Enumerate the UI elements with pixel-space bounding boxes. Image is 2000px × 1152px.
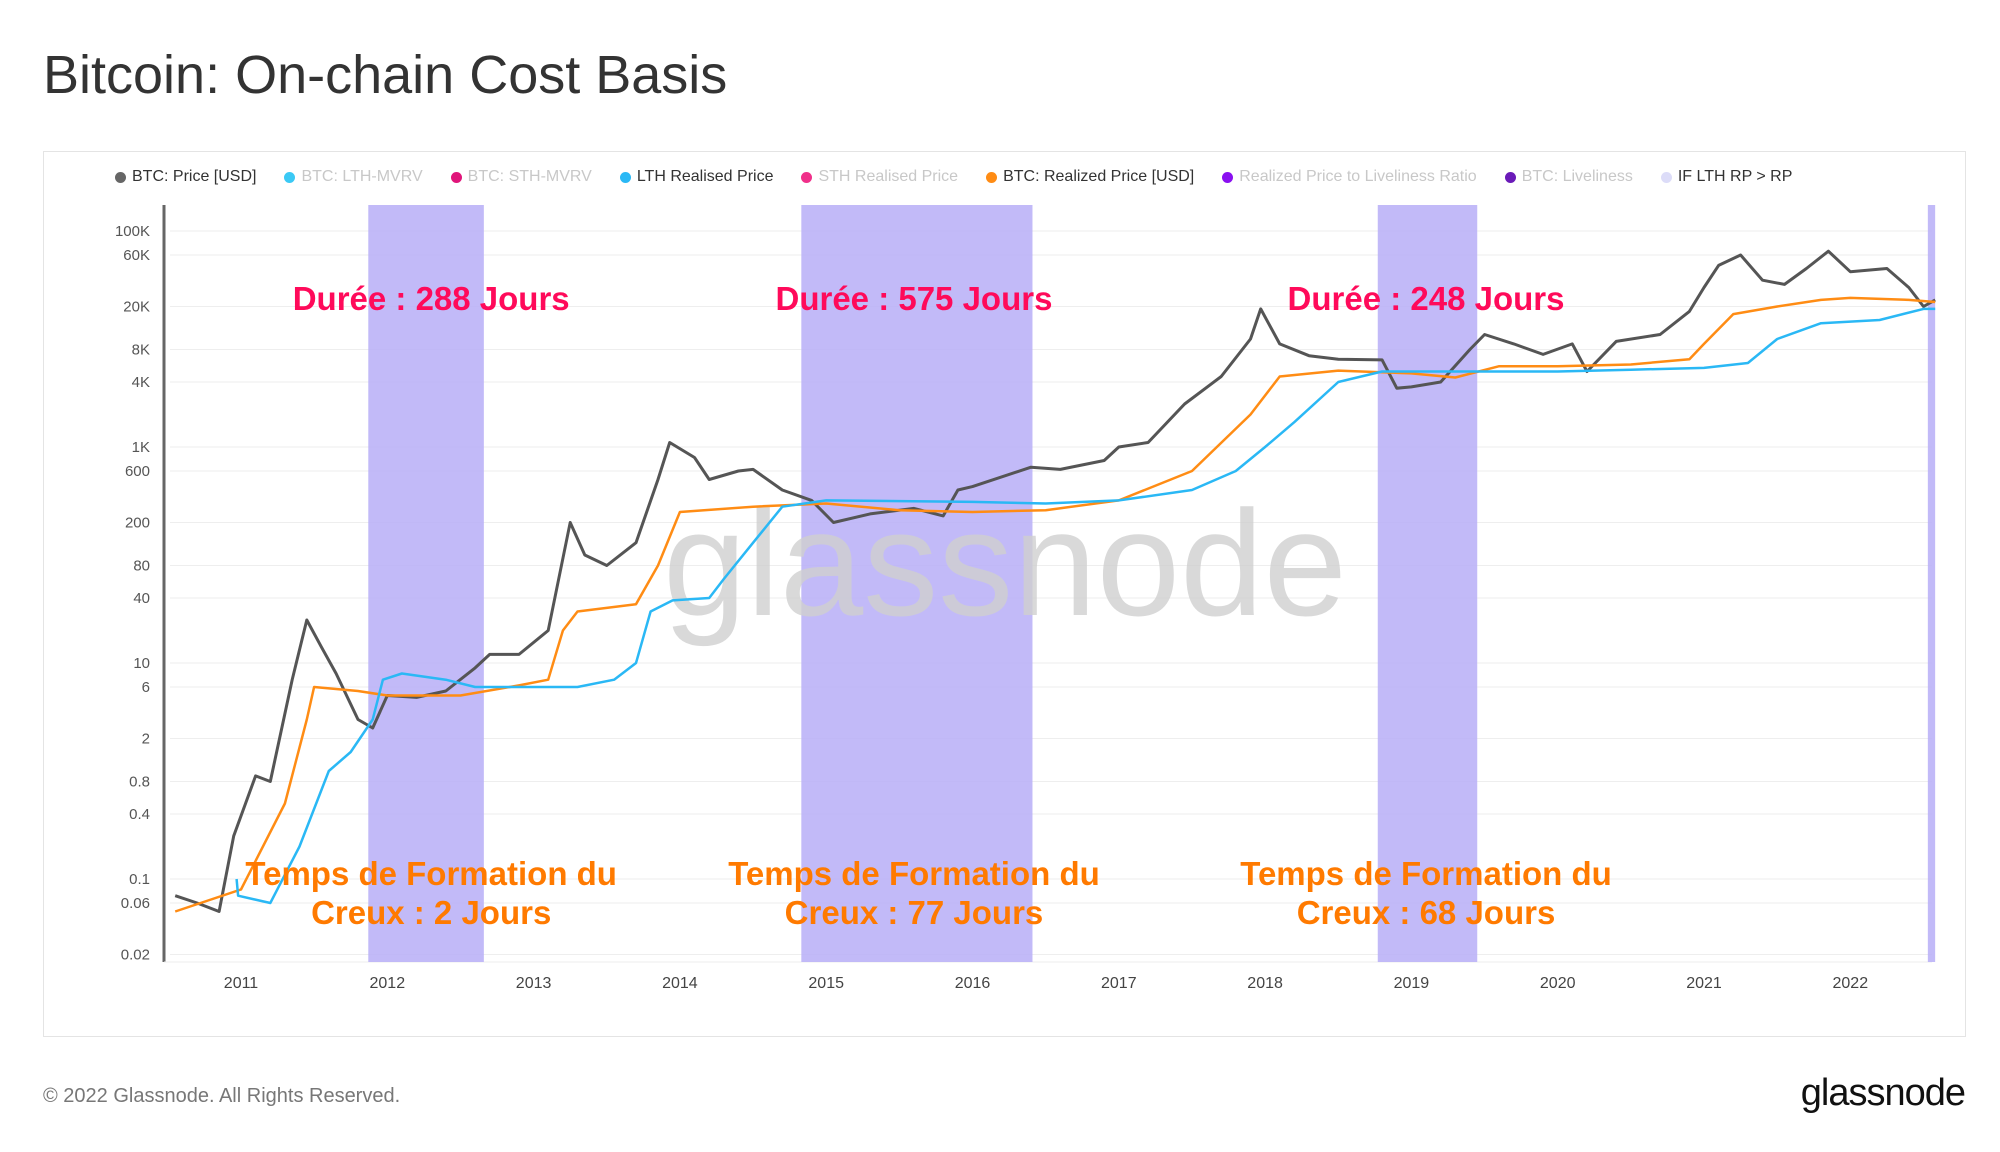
legend-label: BTC: Liveliness	[1521, 168, 1633, 185]
x-tick-label: 2014	[662, 975, 698, 992]
annotation-label: Creux : 2 Jours	[311, 894, 551, 931]
annotation-label: Durée : 248 Jours	[1288, 280, 1565, 317]
legend-dot-icon	[1660, 171, 1672, 183]
y-tick-label: 1K	[132, 439, 150, 456]
x-tick-label: 2015	[808, 975, 844, 992]
legend-dot-icon	[986, 171, 998, 183]
y-tick-label: 4K	[132, 374, 150, 391]
chart-legend: BTC: Price [USD] BTC: LTH-MVRV BTC: STH-MV…	[115, 168, 1792, 186]
y-tick-label: 100K	[115, 223, 150, 240]
y-tick-label: 60K	[123, 247, 150, 264]
legend-item[interactable]: BTC: LTH-MVRV	[284, 168, 423, 186]
annotation-label: Creux : 77 Jours	[785, 894, 1044, 931]
x-tick-label: 2012	[370, 975, 406, 992]
legend-item[interactable]: STH Realised Price	[801, 168, 958, 186]
annotation-label: Temps de Formation du	[728, 855, 1100, 892]
y-tick-label: 0.02	[121, 946, 150, 963]
annotation-label: Durée : 575 Jours	[775, 280, 1052, 317]
y-tick-label: 600	[125, 463, 150, 480]
y-tick-label: 20K	[123, 298, 150, 315]
y-tick-label: 0.1	[129, 871, 150, 888]
legend-dot-icon	[450, 171, 462, 183]
y-tick-label: 200	[125, 514, 150, 531]
y-tick-label: 2	[142, 730, 150, 747]
x-tick-label: 2018	[1247, 975, 1283, 992]
legend-dot-icon	[1222, 171, 1234, 183]
legend-item[interactable]: BTC: STH-MVRV	[450, 168, 592, 186]
annotation-label: Durée : 288 Jours	[293, 280, 570, 317]
x-tick-label: 2021	[1686, 975, 1722, 992]
x-tick-label: 2016	[955, 975, 991, 992]
legend-label: BTC: LTH-MVRV	[301, 168, 423, 185]
legend-label: BTC: STH-MVRV	[467, 168, 592, 185]
legend-dot-icon	[801, 171, 813, 183]
legend-label: BTC: Realized Price [USD]	[1003, 168, 1195, 185]
legend-dot-icon	[284, 171, 296, 183]
y-tick-label: 0.8	[129, 773, 150, 790]
series-line-btc-realized-price-usd-	[174, 296, 1936, 913]
legend-label: IF LTH RP > RP	[1677, 168, 1793, 185]
series-line-lth-realised-price	[235, 307, 1936, 905]
shaded-region	[801, 205, 1033, 962]
legend-item[interactable]: Realized Price to Liveliness Ratio	[1222, 168, 1477, 186]
shaded-region	[368, 205, 484, 962]
glassnode-logo: glassnode	[1800, 1072, 1966, 1114]
shaded-region	[1377, 205, 1478, 962]
legend-label: LTH Realised Price	[636, 168, 774, 185]
legend-label: BTC: Price [USD]	[132, 168, 257, 185]
legend-label: STH Realised Price	[818, 168, 959, 185]
legend-label: Realized Price to Liveliness Ratio	[1239, 168, 1477, 185]
x-tick-label: 2017	[1101, 975, 1137, 992]
legend-item[interactable]: BTC: Price [USD]	[115, 168, 256, 186]
legend-item[interactable]: BTC: Liveliness	[1504, 168, 1633, 186]
annotation-label: Creux : 68 Jours	[1297, 894, 1556, 931]
x-tick-label: 2019	[1394, 975, 1430, 992]
x-tick-label: 2011	[224, 975, 259, 992]
page-title: Bitcoin: On-chain Cost Basis	[43, 45, 728, 105]
annotation-label: Temps de Formation du	[1240, 855, 1612, 892]
legend-item[interactable]: BTC: Realized Price [USD]	[986, 168, 1194, 186]
y-tick-label: 6	[142, 679, 150, 696]
y-tick-label: 10	[133, 655, 150, 672]
legend-dot-icon	[1504, 171, 1516, 183]
legend-dot-icon	[619, 171, 631, 183]
x-tick-label: 2022	[1833, 975, 1869, 992]
y-tick-label: 80	[133, 557, 150, 574]
chart-container	[43, 151, 1966, 1037]
shaded-region	[1927, 205, 1936, 962]
annotation-label: Temps de Formation du	[245, 855, 617, 892]
y-tick-label: 0.06	[121, 895, 150, 912]
y-tick-label: 40	[133, 590, 150, 607]
copyright-footer: © 2022 Glassnode. All Rights Reserved.	[43, 1085, 401, 1107]
x-tick-label: 2013	[516, 975, 552, 992]
legend-item[interactable]: IF LTH RP > RP	[1660, 168, 1793, 186]
y-tick-label: 8K	[132, 341, 150, 358]
y-tick-label: 0.4	[129, 806, 150, 823]
legend-dot-icon	[115, 171, 126, 183]
legend-item[interactable]: LTH Realised Price	[619, 168, 774, 186]
watermark: glassnode	[663, 479, 1347, 647]
x-tick-label: 2020	[1540, 975, 1576, 992]
